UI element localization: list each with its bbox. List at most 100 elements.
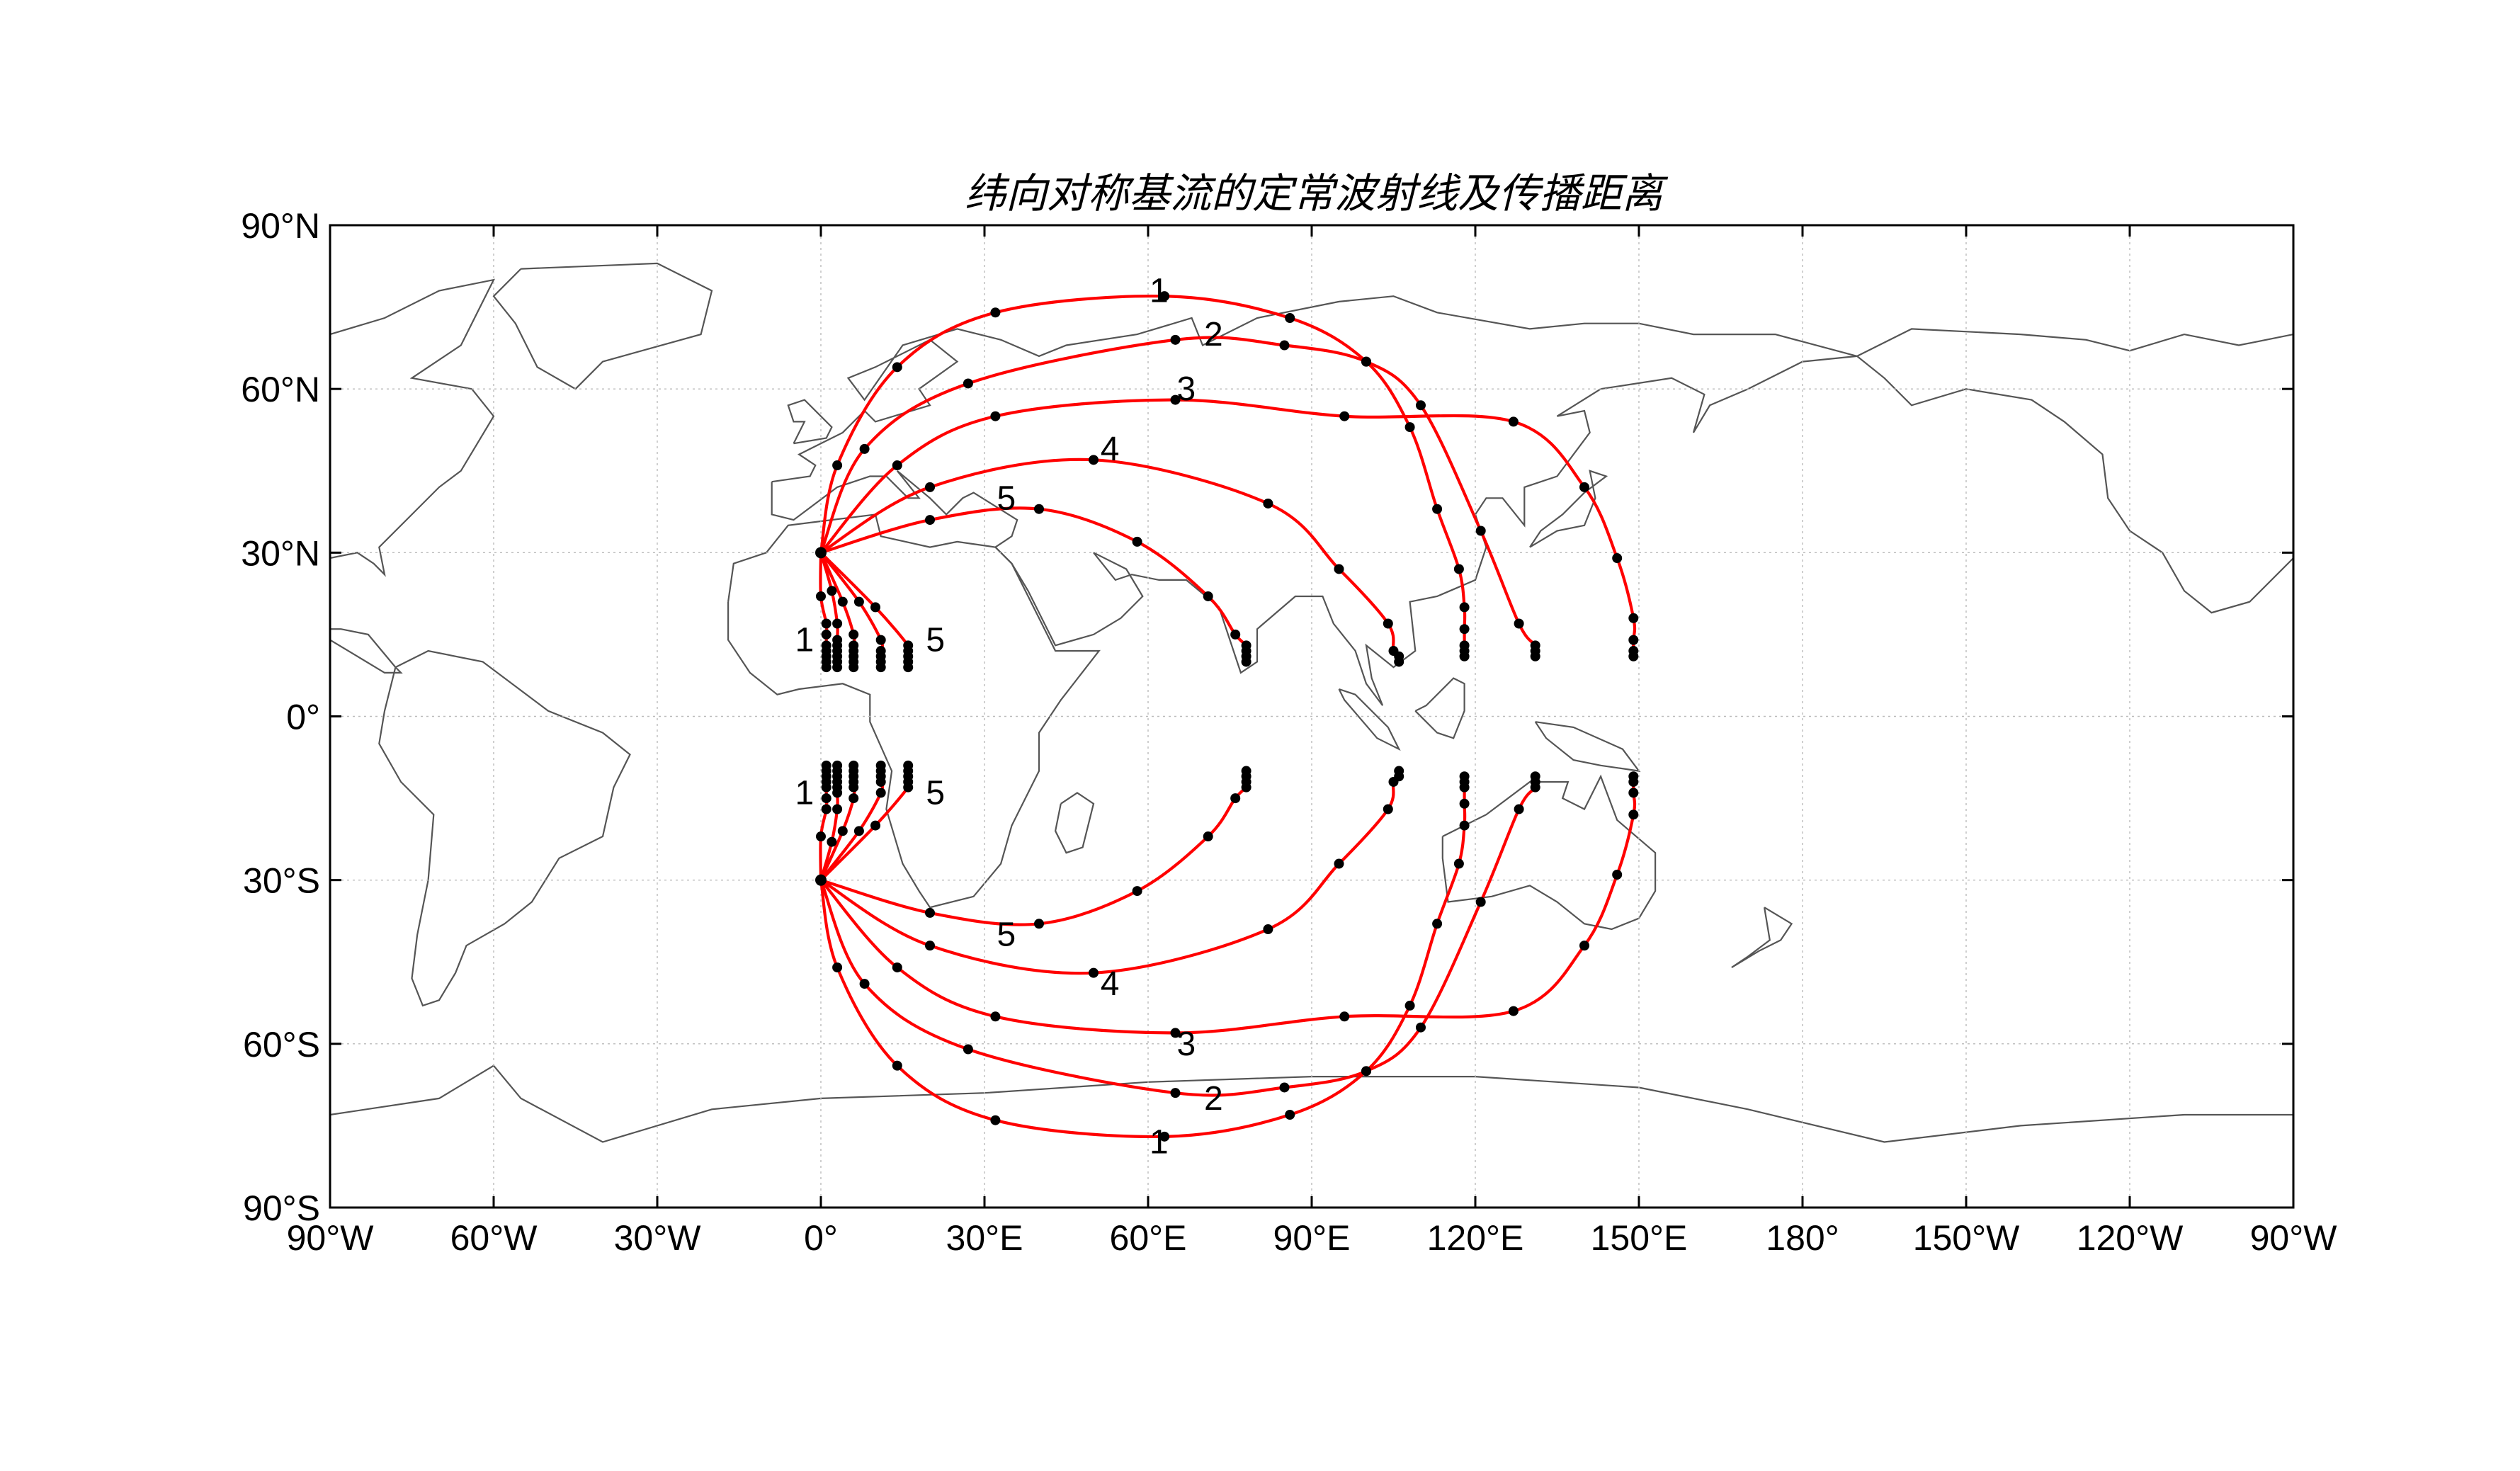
coastline [329, 278, 495, 577]
ray-point [1339, 1011, 1350, 1022]
x-tick-label: 180° [1766, 1218, 1839, 1258]
ray-point [848, 793, 859, 804]
ray-label-north-3: 3 [1177, 370, 1196, 408]
ray-path-north-2 [819, 336, 1538, 657]
ray-path-south-3 [819, 776, 1637, 1035]
ray-point [1334, 858, 1344, 869]
y-tick-label: 60°S [243, 1025, 320, 1064]
ray-point [990, 1011, 1001, 1022]
coastline [1534, 721, 1641, 773]
ray-point [1263, 498, 1273, 509]
ray-point [1339, 411, 1350, 421]
ray-point [1475, 897, 1486, 907]
coastline [727, 513, 1101, 909]
coastline [329, 1064, 2295, 1209]
ray-label-north-near-5: 5 [926, 622, 945, 659]
ray-point [1132, 886, 1142, 897]
ray-point [1459, 651, 1470, 661]
ray-point [1361, 356, 1371, 367]
ray-point [848, 662, 859, 673]
ray-point [1475, 526, 1486, 536]
ray-point [1508, 1006, 1519, 1016]
ray-point [925, 482, 935, 492]
ray-point [832, 460, 843, 471]
ray-point [1089, 455, 1099, 465]
ray-point [1034, 919, 1044, 929]
coastline [1856, 328, 2295, 614]
ray-point [1132, 536, 1142, 547]
coastline [1529, 470, 1608, 548]
ray-point [848, 760, 859, 771]
ray-label-north-1: 1 [1150, 272, 1169, 309]
y-tick-label: 0° [286, 698, 320, 737]
x-tick-label: 150°E [1591, 1218, 1688, 1258]
ray-path-south-2 [819, 776, 1538, 1097]
axis-ticks: 90°W 60°W 30°W 0° 30°E 60°E 90°E 120°E 150°E 180°… [241, 206, 2337, 1258]
ray-point [870, 602, 880, 613]
x-tick-label: 90°W [287, 1218, 375, 1258]
ray-point [892, 362, 902, 373]
ray-point [848, 629, 859, 640]
coastline [1414, 677, 1465, 739]
ray-point [853, 826, 864, 836]
ray-point [875, 788, 886, 798]
ray-point [1628, 771, 1639, 782]
y-tick-label: 30°S [243, 861, 320, 901]
x-tick-label: 30°E [946, 1218, 1023, 1258]
ray-point [963, 1044, 973, 1055]
ray-point [1263, 924, 1273, 935]
ray-point [1459, 771, 1470, 782]
ray-point [1459, 602, 1470, 613]
ray-point [990, 307, 1001, 318]
ray-point [1230, 793, 1241, 804]
ray-source-point [815, 874, 827, 886]
ray-point [1383, 618, 1393, 629]
ray-point [1241, 657, 1252, 667]
ray-point [1579, 941, 1589, 951]
ray-point [903, 760, 914, 771]
ray-point [837, 826, 848, 836]
ray-point [925, 907, 935, 918]
ray-point [1404, 1000, 1415, 1011]
ray-source-point [815, 547, 827, 559]
coastline [329, 628, 403, 674]
x-tick-label: 60°W [450, 1218, 538, 1258]
ray-point [1416, 400, 1426, 411]
ray-point [1453, 858, 1464, 869]
ray-point [1530, 771, 1540, 782]
y-tick-label: 60°N [241, 370, 320, 409]
x-tick-label: 60°E [1110, 1218, 1187, 1258]
coastline [378, 649, 631, 1007]
ray-point [1159, 1131, 1170, 1142]
ray-point [1203, 831, 1213, 842]
coastline [492, 262, 713, 390]
ray-point [827, 586, 837, 596]
ray-point [827, 836, 837, 847]
ray-point [1579, 482, 1589, 492]
ray-point [1394, 657, 1404, 667]
coastline [1441, 774, 1657, 931]
ray-point [1612, 869, 1623, 880]
ray-label-south-5: 5 [997, 916, 1016, 954]
x-tick-label: 120°W [2077, 1218, 2184, 1258]
x-tick-label: 120°E [1427, 1218, 1524, 1258]
coastline [1338, 688, 1401, 751]
ray-point [1459, 624, 1470, 635]
ray-label-south-near-5: 5 [926, 774, 945, 812]
ray-point [1170, 394, 1181, 405]
ray-point [892, 962, 902, 972]
ray-point [1514, 804, 1524, 814]
ray-point [1034, 504, 1044, 514]
ray-point [1514, 618, 1524, 629]
ray-point [1285, 1110, 1295, 1120]
x-tick-label: 90°W [2250, 1218, 2338, 1258]
x-tick-label: 30°W [614, 1218, 702, 1258]
ray-point [1628, 613, 1639, 623]
ray-point [1170, 334, 1181, 345]
ray-point [1203, 591, 1213, 601]
ray-point [832, 618, 843, 629]
x-tick-label: 0° [804, 1218, 838, 1258]
ray-point [1404, 422, 1415, 433]
ray-label-north-near-1: 1 [795, 622, 815, 659]
